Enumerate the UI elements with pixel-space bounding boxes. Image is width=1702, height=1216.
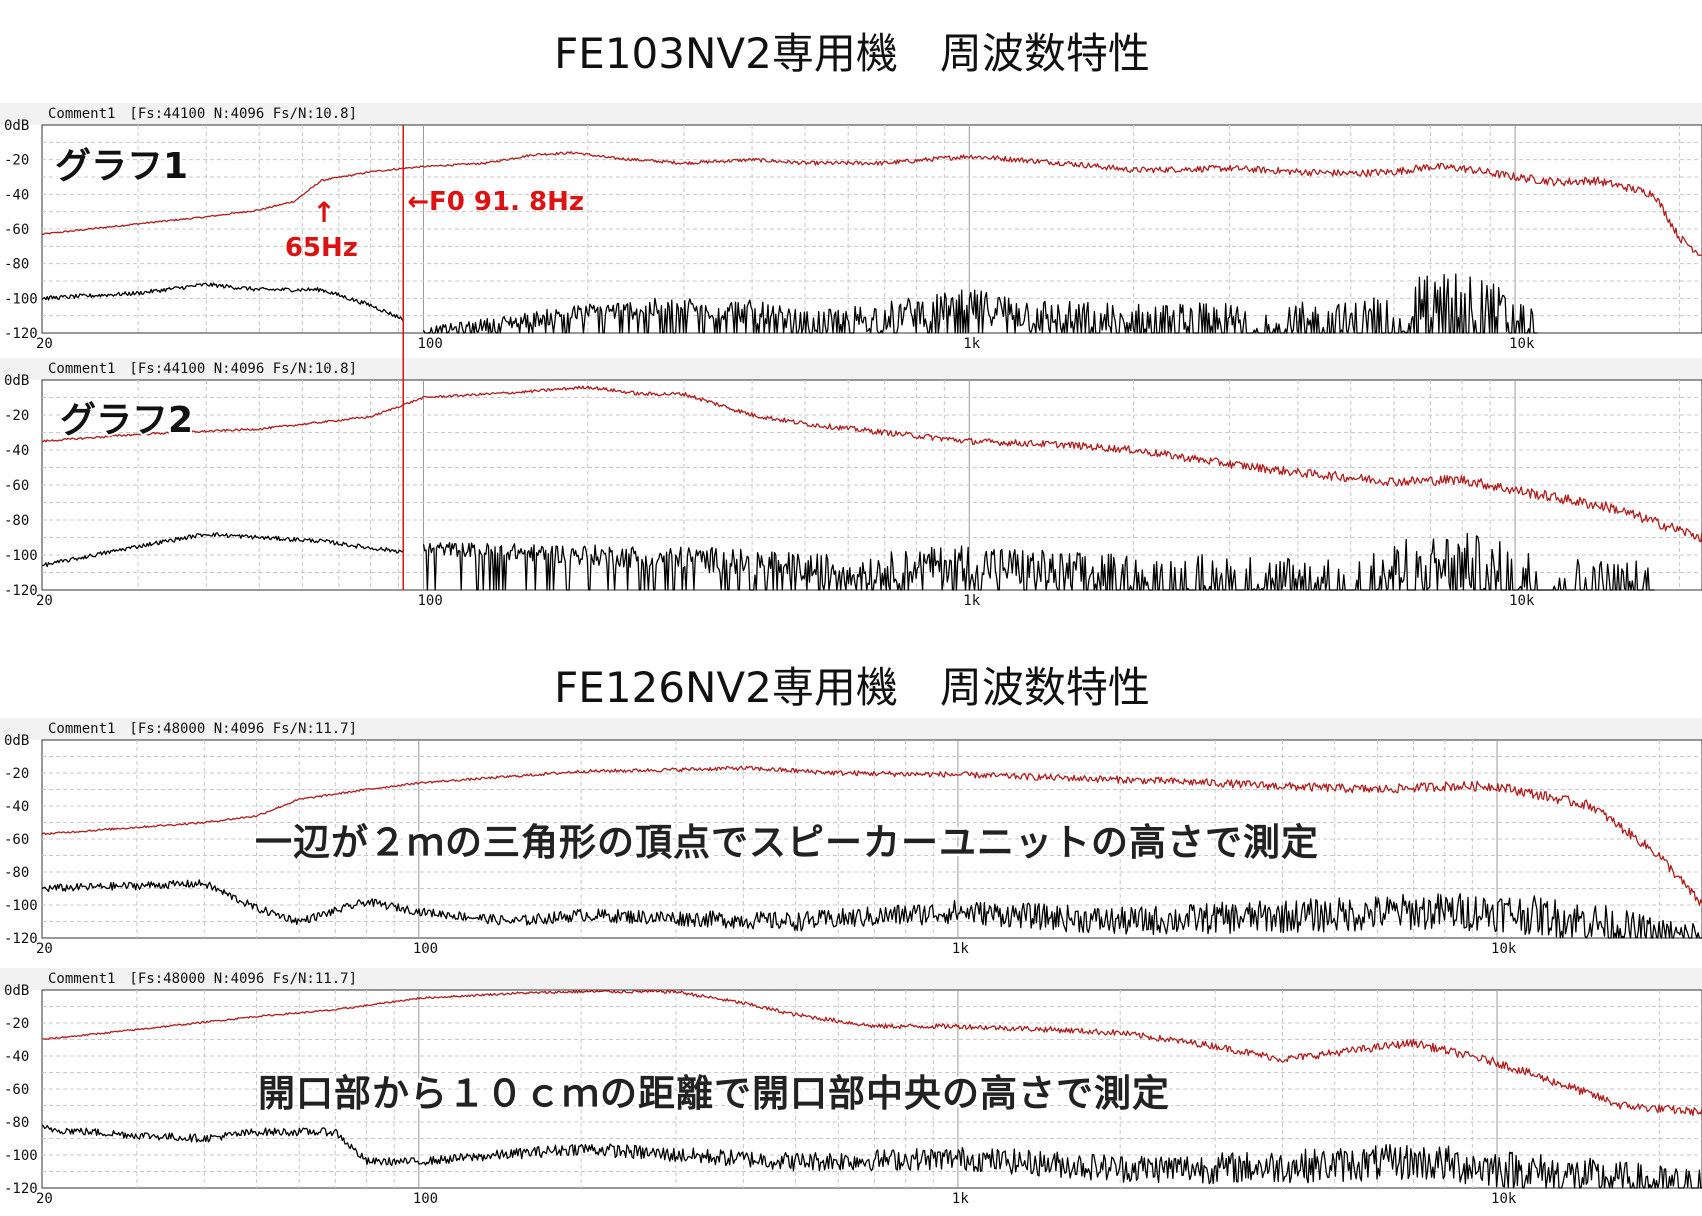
chart-header-bar	[0, 718, 1702, 740]
noise-floor-curve-3	[422, 532, 1655, 591]
y-tick-label: 0dB	[4, 373, 29, 389]
y-tick-label: -100	[4, 291, 38, 307]
x-tick-label: 10k	[1491, 1191, 1517, 1207]
chart-panel-2: Comment1 [Fs:44100 N:4096 Fs/N:10.8] 0dB -…	[0, 358, 1702, 609]
section-title-fe103: FE103NV2専用機 周波数特性	[554, 29, 1150, 78]
y-tick-label: -40	[4, 799, 29, 815]
x-tick-label: 10k	[1509, 336, 1535, 352]
annotation-overlay: ←F0 91. 8Hz ↑ 65Hz	[285, 125, 584, 590]
chart-panel-3: Comment1 [Fs:48000 N:4096 Fs/N:11.7] 0dB -…	[0, 718, 1702, 957]
noise-floor-curve-2	[41, 282, 404, 322]
y-tick-label: -120	[4, 931, 38, 947]
y-tick-label: 0dB	[4, 733, 29, 749]
x-tick-label: 1k	[952, 1191, 969, 1207]
y-tick-label: -100	[4, 548, 38, 564]
noise-floor-curve-2	[41, 1124, 1702, 1189]
y-tick-label: -60	[4, 832, 29, 848]
y-tick-label: -20	[4, 153, 29, 169]
y-tick-label: -120	[4, 326, 38, 342]
y-tick-label: -100	[4, 1148, 38, 1164]
x-tick-label: 100	[413, 941, 438, 957]
y-tick-label: -120	[4, 583, 38, 599]
charts-group: Comment1 [Fs:44100 N:4096 Fs/N:10.8] 0dB -…	[0, 103, 1702, 1207]
chart-header-text: Comment1 [Fs:48000 N:4096 Fs/N:11.7]	[48, 721, 357, 737]
x-tick-label: 20	[36, 336, 53, 352]
x-tick-label: 10k	[1509, 593, 1535, 609]
response-curve-1	[41, 151, 1702, 257]
graph-label: グラフ1	[55, 146, 188, 187]
x-tick-label: 1k	[963, 336, 980, 352]
noise-floor-curve-3	[422, 273, 1538, 334]
y-tick-label: -120	[4, 1181, 38, 1197]
y-tick-label: -40	[4, 187, 29, 203]
y-tick-label: 0dB	[4, 983, 29, 999]
x-tick-label: 20	[36, 1191, 53, 1207]
response-curve-1	[42, 989, 1702, 1117]
x-tick-label: 10k	[1491, 941, 1517, 957]
chart-panel-1: Comment1 [Fs:44100 N:4096 Fs/N:10.8] 0dB -…	[0, 103, 1702, 352]
y-tick-label: -80	[4, 1115, 29, 1131]
y-tick-label: -40	[4, 443, 29, 459]
x-tick-label: 100	[413, 1191, 438, 1207]
x-tick-label: 100	[417, 336, 442, 352]
measurement-note: 開口部から１０ｃｍの距離で開口部中央の高さで測定	[258, 1072, 1170, 1115]
hz65-annotation: 65Hz	[285, 233, 358, 263]
chart-header-bar	[0, 968, 1702, 990]
y-tick-label: 0dB	[4, 118, 29, 134]
x-tick-label: 100	[417, 593, 442, 609]
chart-header-bar	[0, 358, 1702, 380]
x-tick-label: 1k	[963, 593, 980, 609]
y-tick-label: -80	[4, 513, 29, 529]
y-tick-label: -100	[4, 898, 38, 914]
f0-annotation: ←F0 91. 8Hz	[407, 187, 584, 217]
x-tick-label: 20	[36, 941, 53, 957]
y-tick-label: -40	[4, 1049, 29, 1065]
x-tick-label: 20	[36, 593, 53, 609]
x-tick-label: 1k	[952, 941, 969, 957]
chart-header-text: Comment1 [Fs:44100 N:4096 Fs/N:10.8]	[48, 106, 357, 122]
noise-floor-curve-2	[41, 532, 404, 568]
section-title-fe126: FE126NV2専用機 周波数特性	[554, 663, 1150, 712]
chart-header-text: Comment1 [Fs:48000 N:4096 Fs/N:11.7]	[48, 971, 357, 987]
y-tick-label: -60	[4, 478, 29, 494]
noise-floor-curve-2	[41, 879, 1702, 939]
y-tick-label: -60	[4, 222, 29, 238]
y-tick-label: -80	[4, 257, 29, 273]
chart-header-text: Comment1 [Fs:44100 N:4096 Fs/N:10.8]	[48, 361, 357, 377]
y-tick-label: -20	[4, 1016, 29, 1032]
up-arrow-icon: ↑	[312, 196, 335, 229]
y-tick-label: -20	[4, 408, 29, 424]
measurement-note: 一辺が２ｍの三角形の頂点でスピーカーユニットの高さで測定	[255, 821, 1319, 864]
chart-header-bar	[0, 103, 1702, 125]
response-curve-1	[41, 385, 1702, 543]
graph-label: グラフ2	[60, 400, 193, 441]
y-tick-label: -20	[4, 766, 29, 782]
y-tick-label: -60	[4, 1082, 29, 1098]
chart-panel-4: Comment1 [Fs:48000 N:4096 Fs/N:11.7] 0dB -…	[0, 968, 1702, 1207]
y-tick-label: -80	[4, 865, 29, 881]
response-curve-1	[41, 765, 1702, 907]
